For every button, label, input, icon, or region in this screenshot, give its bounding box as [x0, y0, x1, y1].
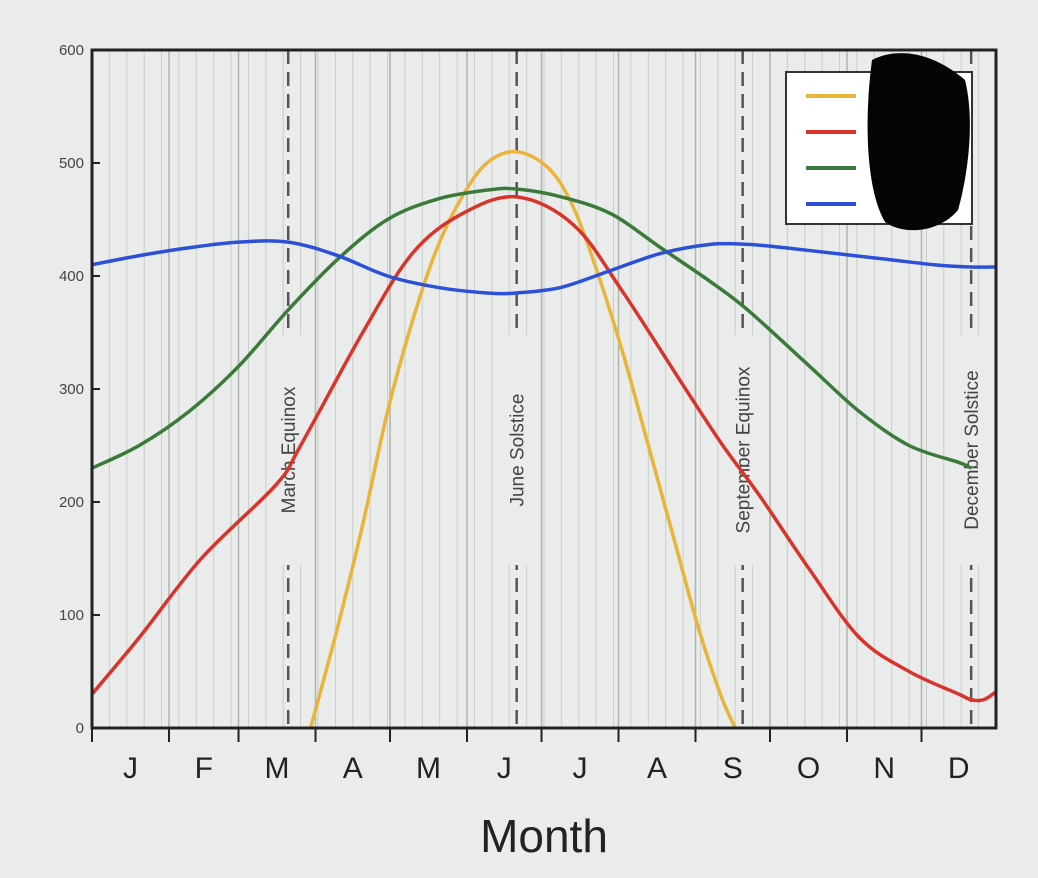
y-tick-label: 400	[59, 268, 84, 285]
y-axis: 0 100 200 300 400 500 600	[59, 42, 100, 737]
x-tick-label: M	[416, 752, 441, 785]
y-tick-label: 300	[59, 381, 84, 398]
marker-label-background	[503, 335, 530, 565]
x-tick-label: S	[723, 752, 743, 785]
x-tick-label: J	[497, 752, 512, 785]
y-tick-label: 500	[59, 155, 84, 172]
x-tick-label: O	[797, 752, 820, 785]
series-line	[91, 186, 972, 470]
marker-label-background	[729, 335, 756, 565]
marker-label-background	[958, 335, 985, 565]
series	[90, 149, 997, 729]
y-tick-label: 600	[59, 42, 84, 59]
y-tick-label: 200	[59, 494, 84, 511]
x-tick-label: D	[948, 752, 970, 785]
marker-label: June Solstice	[508, 393, 529, 506]
marker-label: September Equinox	[734, 366, 755, 533]
x-axis-label: Month	[480, 810, 608, 862]
y-tick-label: 100	[59, 607, 84, 624]
marker-label: December Solstice	[962, 370, 983, 529]
marker-label: March Equinox	[279, 386, 300, 513]
x-tick-label: A	[343, 752, 363, 785]
y-tick-label: 0	[76, 720, 84, 737]
x-tick-label: J	[123, 752, 138, 785]
series-line	[90, 194, 997, 703]
redaction-mark	[867, 53, 970, 231]
series-line	[91, 239, 997, 296]
x-tick-label: N	[873, 752, 895, 785]
series-line	[308, 149, 737, 729]
x-tick-label: F	[195, 752, 213, 785]
x-tick-label: A	[647, 752, 667, 785]
legend	[785, 53, 973, 231]
x-tick-label: J	[573, 752, 588, 785]
x-tick-label: M	[265, 752, 290, 785]
